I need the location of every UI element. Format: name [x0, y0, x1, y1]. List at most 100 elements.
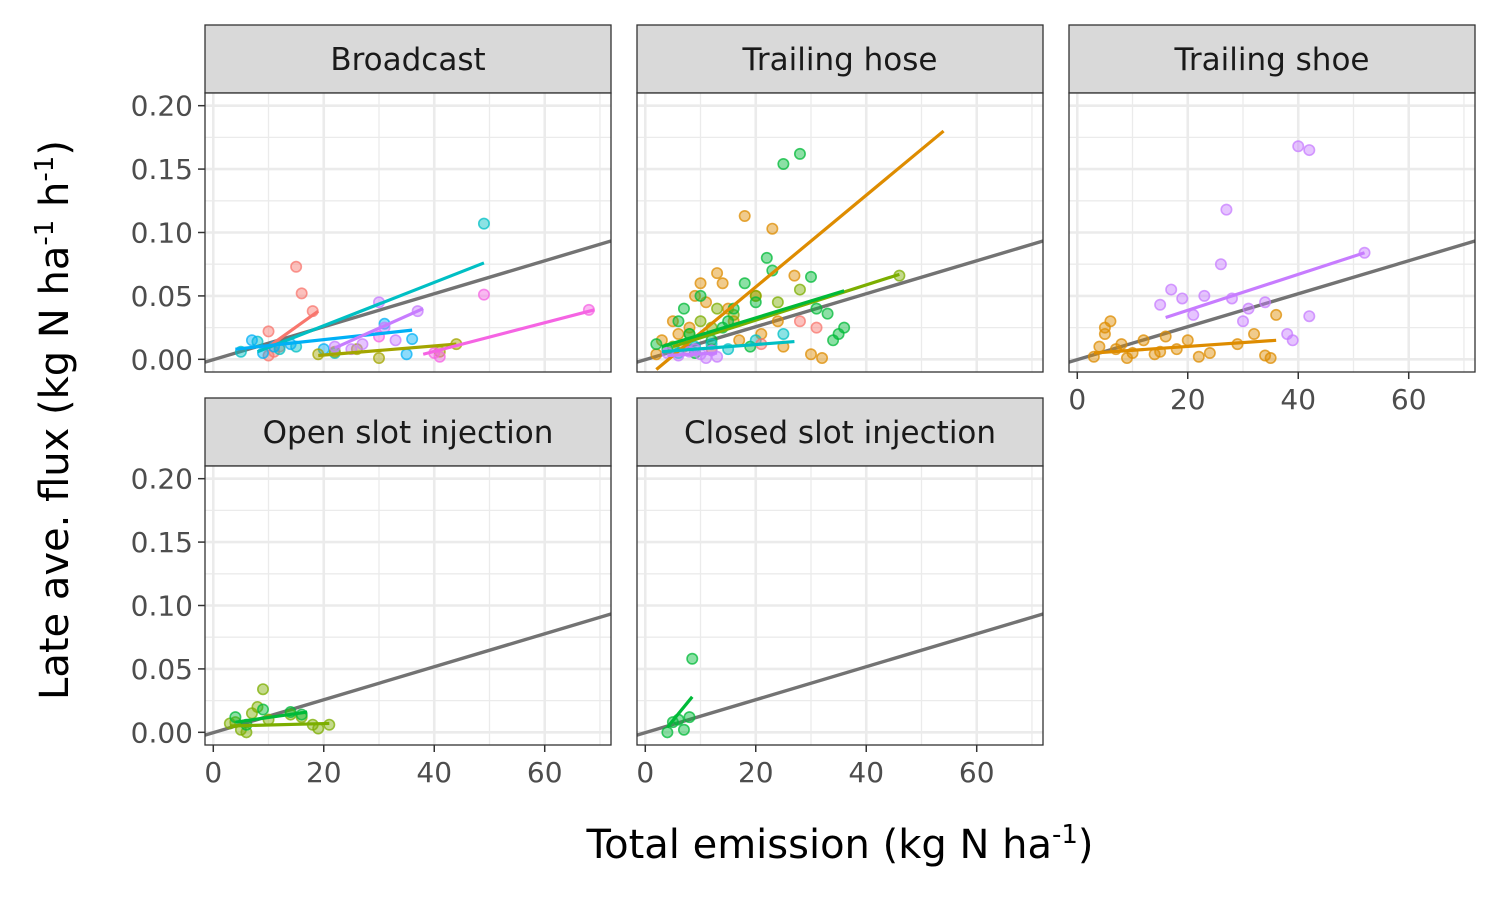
panel-title: Open slot injection — [263, 415, 554, 451]
panel-title: Broadcast — [330, 42, 485, 78]
data-point — [1220, 203, 1233, 216]
data-point — [262, 325, 275, 338]
data-point — [1264, 352, 1277, 365]
data-point — [400, 348, 413, 361]
data-point — [711, 302, 724, 315]
fit-line — [334, 307, 424, 350]
panel-data — [637, 612, 1043, 739]
panel-strip — [636, 397, 1044, 467]
data-point — [1303, 144, 1316, 157]
data-point — [738, 210, 751, 223]
fit-line — [672, 272, 900, 349]
data-point — [672, 315, 685, 328]
data-point — [1259, 296, 1272, 309]
panels: Broadcast 0.00 0.05 0.10 0.15 0.20 Trailing ho… — [131, 24, 1476, 789]
y-tick-label: 0.05 — [131, 653, 193, 686]
x-tick-label: 60 — [959, 756, 995, 789]
panel-grid — [205, 93, 611, 372]
panel-data — [1069, 140, 1475, 365]
data-point — [771, 296, 784, 309]
data-point — [1198, 289, 1211, 302]
data-point — [650, 338, 663, 351]
data-point — [477, 288, 490, 301]
reference-line — [637, 239, 1043, 364]
panel-trailing-shoe: Trailing shoe 0 20 40 60 — [1068, 24, 1476, 416]
x-tick-label: 20 — [1170, 383, 1206, 416]
data-point — [821, 307, 834, 320]
fit-line — [666, 695, 694, 729]
panel-data — [205, 612, 611, 739]
data-point — [295, 287, 308, 300]
panel-strip — [636, 24, 1044, 94]
reference-line — [1069, 239, 1475, 364]
data-point — [356, 338, 369, 351]
panel-strip — [204, 24, 612, 94]
data-point — [1165, 283, 1178, 296]
fit-line — [267, 309, 320, 348]
x-tick-label: 0 — [1068, 383, 1086, 416]
data-point — [256, 703, 269, 716]
x-axis-title: Total emission (kg N ha-1) — [585, 820, 1093, 868]
data-point — [677, 723, 690, 736]
y-tick-label: 0.10 — [131, 217, 193, 250]
data-point — [1292, 140, 1305, 153]
fit-line — [422, 308, 595, 356]
data-point — [1115, 338, 1128, 351]
data-point — [1121, 352, 1134, 365]
data-point — [1154, 298, 1167, 311]
x-tick-label: 0 — [204, 756, 222, 789]
data-point — [389, 334, 402, 347]
data-point — [290, 260, 303, 273]
data-point — [1242, 302, 1255, 315]
y-tick-label: 0.20 — [131, 463, 193, 496]
fit-line — [235, 710, 308, 724]
fit-line — [655, 129, 945, 371]
x-tick-label: 20 — [306, 756, 342, 789]
panel-broadcast: Broadcast 0.00 0.05 0.10 0.15 0.20 — [131, 24, 612, 376]
panel-title: Trailing shoe — [1174, 42, 1370, 78]
fit-line — [235, 328, 413, 351]
y-tick-label: 0.05 — [131, 280, 193, 313]
data-point — [406, 333, 419, 346]
data-point — [1203, 346, 1216, 359]
data-point — [245, 334, 258, 347]
data-point — [777, 158, 790, 171]
fit-line — [661, 339, 795, 354]
data-point — [738, 277, 751, 290]
fit-line — [318, 342, 457, 358]
data-point — [677, 302, 690, 315]
data-point — [1237, 315, 1250, 328]
fit-line — [661, 289, 845, 349]
data-point — [1270, 308, 1283, 321]
panel-closed-slot-injection: Closed slot injection 0 20 40 60 — [636, 397, 1044, 789]
x-tick-label: 40 — [416, 756, 452, 789]
panel-title: Closed slot injection — [684, 415, 996, 451]
data-point — [1214, 258, 1227, 271]
data-point — [804, 270, 817, 283]
x-tick-label: 60 — [527, 756, 563, 789]
data-point — [810, 302, 823, 315]
panel-data — [205, 217, 611, 365]
data-point — [810, 321, 823, 334]
y-tick-label: 0.20 — [131, 90, 193, 123]
panel-border — [636, 92, 1044, 373]
data-point — [716, 277, 729, 290]
data-point — [1176, 292, 1189, 305]
panel-title: Trailing hose — [742, 42, 938, 78]
data-point — [1181, 334, 1194, 347]
data-point — [788, 269, 801, 282]
data-point — [256, 683, 269, 696]
x-tick-label: 0 — [636, 756, 654, 789]
x-tick-label: 40 — [848, 756, 884, 789]
x-tick-label: 20 — [738, 756, 774, 789]
data-point — [711, 267, 724, 280]
panel-border — [636, 465, 1044, 746]
y-tick-label: 0.10 — [131, 590, 193, 623]
panel-border — [1068, 92, 1476, 373]
panel-grid — [205, 466, 611, 745]
panel-strip — [204, 397, 612, 467]
data-point — [683, 711, 696, 724]
data-point — [1098, 321, 1111, 334]
data-point — [1192, 350, 1205, 363]
